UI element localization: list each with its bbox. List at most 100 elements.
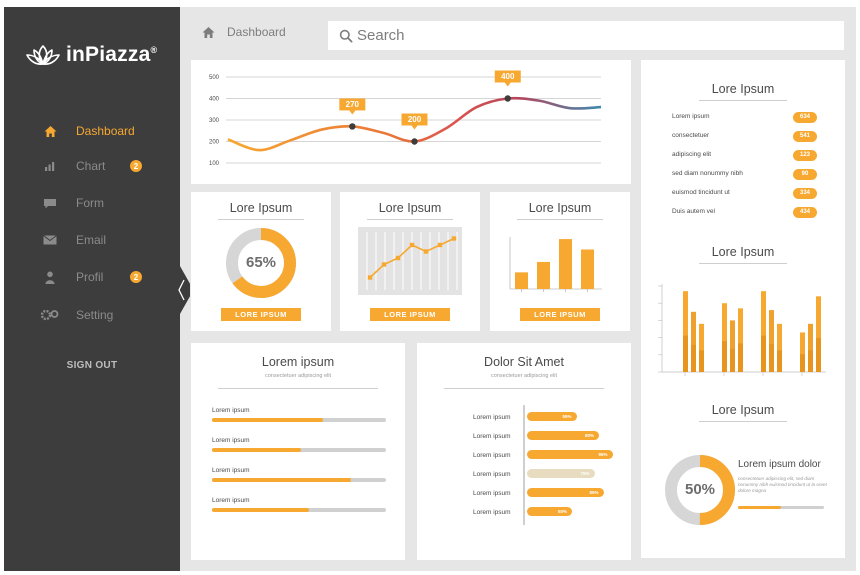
- bar-chart-icon: [42, 158, 58, 174]
- bar: [559, 239, 572, 289]
- donut-segment: [226, 228, 296, 298]
- list-item[interactable]: Duis autem vel 434: [672, 207, 817, 218]
- hbar-label: Lorem ipsum: [473, 490, 511, 497]
- hbar-bar: 80%: [527, 431, 599, 440]
- title-divider: [517, 219, 603, 220]
- list-item-badge: 434: [793, 207, 817, 218]
- title-divider: [699, 100, 787, 101]
- sidebar-item-form[interactable]: Form: [4, 188, 180, 218]
- bar: [816, 296, 821, 372]
- grouped-bar-chart: [658, 284, 826, 376]
- sidebar: inPiazza® Dashboard Chart 2 Form Ema: [4, 7, 180, 571]
- progress-label: Lorem ipsum: [212, 437, 250, 444]
- list-item[interactable]: adipiscing elit 123: [672, 150, 817, 161]
- bar-lower-segment: [691, 344, 696, 372]
- person-icon: [42, 269, 58, 285]
- notification-badge: 2: [130, 160, 142, 172]
- hbar-bar: 85%: [527, 488, 604, 497]
- search-input[interactable]: [357, 27, 827, 44]
- hbar-row: Lorem ipsum 80%: [473, 431, 623, 442]
- data-point: [367, 275, 373, 280]
- bar-lower-segment: [816, 337, 821, 372]
- donut-heading: Lorem ipsum dolor: [738, 459, 821, 470]
- bar: [808, 323, 813, 372]
- progress-track: [212, 478, 386, 482]
- donut-description: consectetuer adipiscing elit, sed diam n…: [738, 476, 827, 493]
- sidebar-item-setting[interactable]: Setting: [4, 300, 180, 330]
- progress-card: Lorem ipsum consectetuer adipiscing elit…: [191, 343, 405, 560]
- home-icon: [202, 26, 215, 38]
- hbar-label: Lorem ipsum: [473, 452, 511, 459]
- bar: [777, 323, 782, 372]
- sidebar-item-profil[interactable]: Profil 2: [4, 262, 180, 292]
- hbar-row: Lorem ipsum 85%: [473, 488, 623, 499]
- hbar-label: Lorem ipsum: [473, 414, 511, 421]
- data-point: [395, 255, 401, 261]
- y-tick-label: 300: [209, 118, 220, 124]
- bar-lower-segment: [761, 335, 766, 372]
- data-point: [381, 262, 387, 267]
- breadcrumb-current[interactable]: Dashboard: [227, 25, 286, 39]
- data-callout: [401, 113, 428, 126]
- progress-track: [212, 508, 386, 512]
- progress-fill: [738, 506, 781, 509]
- lore-ipsum-button[interactable]: LORE IPSUM: [221, 308, 301, 321]
- list-item[interactable]: consectetuer 541: [672, 131, 817, 142]
- list-item-badge: 123: [793, 150, 817, 161]
- hbar-bar: 55%: [527, 412, 577, 421]
- donut-chart: [665, 455, 735, 525]
- data-callout: [339, 98, 366, 111]
- hbar-bar: 75%: [527, 469, 595, 478]
- progress-track: [212, 448, 386, 452]
- hbar-label: Lorem ipsum: [473, 433, 511, 440]
- bar-lower-segment: [683, 335, 688, 372]
- envelope-icon: [42, 232, 58, 248]
- progress-track: [738, 506, 824, 509]
- list-item-badge: 541: [793, 131, 817, 142]
- bar-lower-segment: [730, 348, 735, 372]
- line-chart: 100 200 300 400 500 270 200 400: [209, 70, 602, 167]
- data-callout: [494, 70, 521, 83]
- progress-track: [212, 418, 386, 422]
- bar: [722, 303, 727, 372]
- card-title: Lore Ipsum: [711, 403, 775, 417]
- bar-lower-segment: [722, 341, 727, 372]
- sidebar-item-chart[interactable]: Chart 2: [4, 151, 180, 181]
- card-title: Dolor Sit Amet: [484, 355, 564, 369]
- y-tick-label: 200: [209, 140, 220, 146]
- bar: [738, 308, 743, 372]
- y-tick-label: 400: [209, 97, 220, 103]
- app-logo[interactable]: inPiazza®: [26, 43, 157, 67]
- list-item-label: Lorem ipsum: [672, 113, 710, 120]
- list-item-badge: 334: [793, 188, 817, 199]
- hbar-bar: 50%: [527, 507, 572, 516]
- hbar-row: Lorem ipsum 50%: [473, 507, 623, 518]
- bar-lower-segment: [738, 343, 743, 372]
- lore-ipsum-button[interactable]: LORE IPSUM: [370, 308, 450, 321]
- progress-fill: [212, 418, 324, 422]
- data-point: [423, 249, 429, 254]
- bar-lower-segment: [769, 344, 774, 372]
- bar: [769, 310, 774, 372]
- list-item[interactable]: Lorem ipsum 634: [672, 112, 817, 123]
- sidebar-item-dashboard[interactable]: Dashboard: [4, 116, 180, 146]
- sign-out-button[interactable]: SIGN OUT: [66, 360, 118, 371]
- list-item[interactable]: euismod tincidunt ut 334: [672, 188, 817, 199]
- lore-ipsum-button[interactable]: LORE IPSUM: [520, 308, 600, 321]
- data-point: [451, 236, 457, 241]
- list-item-label: Duis autem vel: [672, 208, 715, 215]
- sidebar-item-email[interactable]: Email: [4, 225, 180, 255]
- bar: [581, 249, 594, 289]
- hbar-row: Lorem ipsum 55%: [473, 412, 623, 423]
- card-title: Lore Ipsum: [528, 201, 592, 215]
- breadcrumb: Dashboard: [202, 25, 286, 39]
- search-icon: [339, 29, 353, 42]
- data-point: [504, 95, 511, 102]
- sidebar-toggle-button[interactable]: [174, 272, 188, 308]
- home-icon: [42, 123, 58, 139]
- title-divider: [367, 219, 453, 220]
- list-item-label: adipiscing elit: [672, 151, 712, 158]
- donut-value: 50%: [684, 481, 716, 498]
- sidebar-item-label: Chart: [76, 159, 106, 173]
- list-item[interactable]: sed diam nonummy nibh 90: [672, 169, 817, 180]
